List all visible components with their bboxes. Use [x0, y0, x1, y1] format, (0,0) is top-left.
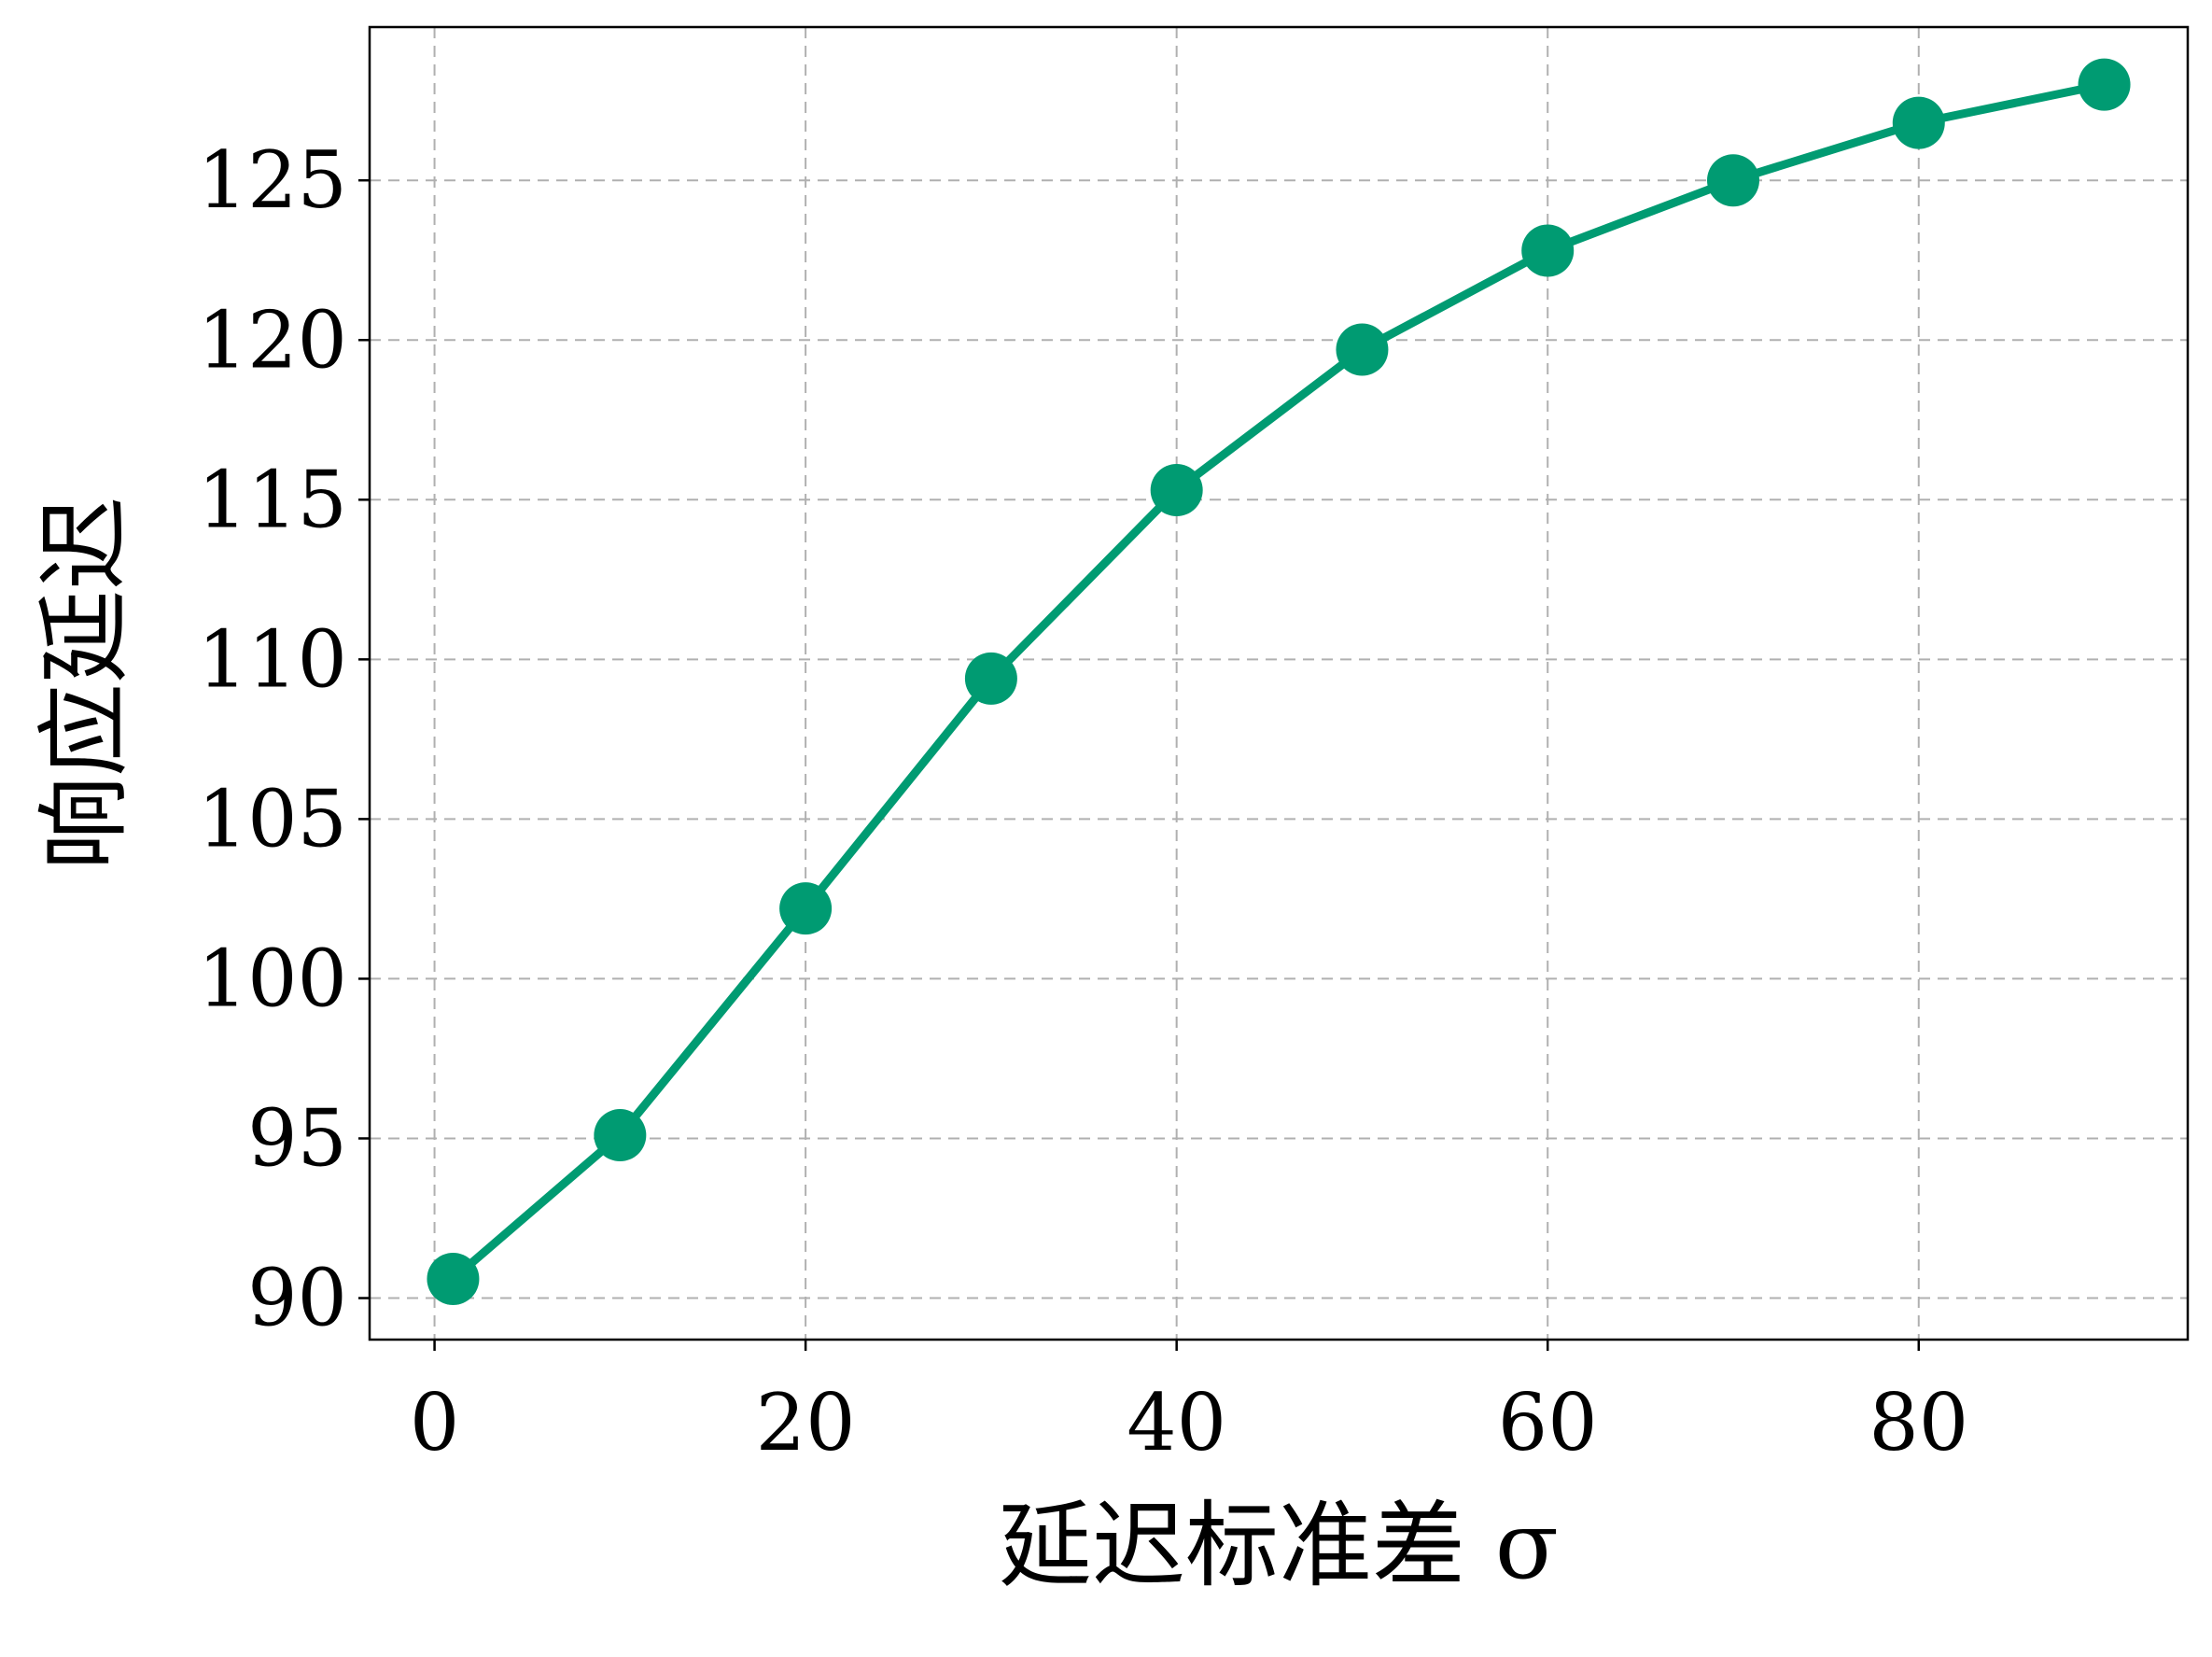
data-point [1892, 96, 1945, 149]
y-tick-label: 90 [247, 1253, 347, 1344]
y-tick-label: 125 [198, 134, 347, 226]
data-point [1336, 323, 1389, 376]
data-point [1150, 464, 1203, 517]
x-tick-label: 80 [1869, 1377, 1968, 1468]
data-point [779, 882, 833, 935]
series-layer [448, 80, 2109, 1284]
data-point [1707, 154, 1759, 207]
data-point [427, 1253, 480, 1306]
x-tick-label: 60 [1498, 1377, 1598, 1468]
x-tick-label: 0 [410, 1377, 459, 1468]
y-tick-label: 95 [247, 1092, 347, 1184]
markers-layer [427, 58, 2131, 1306]
y-tick-label: 105 [198, 773, 347, 864]
plot-frame [368, 25, 2190, 1341]
grid-lines [370, 27, 2188, 1340]
x-tick-label: 20 [756, 1377, 856, 1468]
y-tick-label: 110 [198, 613, 347, 705]
x-axis-title: 延迟标准差 σ [999, 1491, 1559, 1600]
y-tick-label: 100 [198, 933, 347, 1024]
y-axis-title: 响应延迟 [30, 497, 139, 870]
axis-ticks: 0 20 40 60 80 90 95 100 105 110 115 120 125 [198, 134, 1969, 1468]
series-line [448, 80, 2109, 1284]
data-point [594, 1109, 647, 1162]
y-tick-label: 120 [198, 294, 347, 386]
data-point [964, 652, 1017, 705]
x-tick-label: 40 [1127, 1377, 1226, 1468]
y-tick-label: 115 [198, 454, 347, 545]
data-point [1521, 224, 1575, 277]
data-point [2078, 58, 2131, 111]
